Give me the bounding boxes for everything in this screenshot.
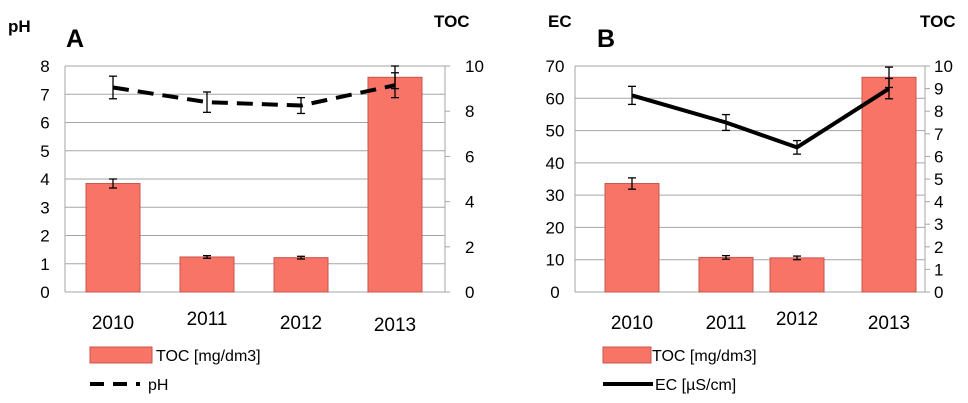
left-axis-tick-label: 20 bbox=[546, 218, 565, 237]
right-axis-tick-label: 8 bbox=[934, 102, 943, 121]
legend-label-line: pH bbox=[148, 377, 168, 394]
right-axis-tick-label: 8 bbox=[465, 102, 474, 121]
x-axis-category-label: 2012 bbox=[776, 309, 818, 330]
right-axis-tick-label: 5 bbox=[934, 170, 943, 189]
right-axis-tick-label: 3 bbox=[934, 215, 943, 234]
panel-letter: A bbox=[66, 25, 84, 53]
x-axis-category-label: 2011 bbox=[706, 313, 747, 334]
panel-letter: B bbox=[597, 25, 615, 53]
toc-bar bbox=[604, 183, 660, 293]
ec-line bbox=[631, 86, 891, 150]
left-axis-tick-label: 0 bbox=[40, 283, 49, 302]
right-axis-tick-label: 4 bbox=[934, 193, 943, 212]
toc-bar bbox=[367, 76, 423, 293]
right-axis-tick-label: 4 bbox=[465, 193, 474, 212]
left-axis-tick-label: 1 bbox=[40, 255, 49, 274]
right-axis-tick-label: 10 bbox=[934, 57, 953, 76]
toc-bar bbox=[273, 257, 329, 293]
x-axis-category-label: 2013 bbox=[868, 313, 910, 334]
left-axis-tick-label: 40 bbox=[546, 154, 565, 173]
right-axis-title: TOC bbox=[434, 12, 470, 31]
left-axis-title: pH bbox=[8, 17, 31, 36]
right-axis-tick-label: 2 bbox=[465, 238, 474, 257]
toc-bar bbox=[861, 76, 917, 293]
x-axis-category-label: 2011 bbox=[187, 309, 228, 330]
x-axis-category-label: 2010 bbox=[611, 313, 653, 334]
left-axis-tick-label: 30 bbox=[546, 186, 565, 205]
left-axis-tick-label: 50 bbox=[546, 122, 565, 141]
right-axis-tick-label: 0 bbox=[934, 283, 943, 302]
legend-bar-swatch bbox=[602, 346, 652, 364]
right-axis-title: TOC bbox=[920, 12, 956, 31]
left-axis-tick-label: 3 bbox=[40, 198, 49, 217]
left-axis-tick-label: 70 bbox=[546, 57, 565, 76]
toc-bar bbox=[769, 257, 825, 293]
legend-label-toc: TOC [mg/dm3] bbox=[652, 348, 757, 365]
left-axis-tick-label: 2 bbox=[40, 227, 49, 246]
legend-label-toc: TOC [mg/dm3] bbox=[156, 348, 261, 365]
x-axis-category-label: 2012 bbox=[280, 313, 322, 334]
toc-bar bbox=[179, 256, 235, 293]
right-axis-tick-label: 6 bbox=[934, 147, 943, 166]
legend-bar-swatch bbox=[89, 346, 153, 364]
left-axis-tick-label: 6 bbox=[40, 114, 49, 133]
right-axis-tick-label: 2 bbox=[934, 238, 943, 257]
right-axis-tick-label: 10 bbox=[465, 57, 484, 76]
left-axis-tick-label: 5 bbox=[40, 142, 49, 161]
x-axis-category-label: 2013 bbox=[374, 315, 416, 336]
x-axis-category-label: 2010 bbox=[92, 313, 134, 334]
left-axis-tick-label: 10 bbox=[546, 251, 565, 270]
left-axis-tick-label: 7 bbox=[40, 85, 49, 104]
toc-bar bbox=[85, 183, 141, 293]
legend-label-line: EC [µS/cm] bbox=[655, 377, 736, 394]
left-axis-tick-label: 0 bbox=[550, 283, 559, 302]
right-axis-tick-label: 6 bbox=[465, 147, 474, 166]
ph-line bbox=[112, 83, 396, 108]
toc-bar bbox=[698, 256, 754, 293]
left-axis-tick-label: 8 bbox=[40, 57, 49, 76]
right-axis-tick-label: 9 bbox=[934, 80, 943, 99]
right-axis-tick-label: 0 bbox=[465, 283, 474, 302]
left-axis-tick-label: 4 bbox=[40, 170, 49, 189]
left-axis-title: EC bbox=[548, 12, 572, 31]
right-axis-tick-label: 7 bbox=[934, 125, 943, 144]
right-axis-tick-label: 1 bbox=[934, 260, 943, 279]
left-axis-tick-label: 60 bbox=[546, 89, 565, 108]
